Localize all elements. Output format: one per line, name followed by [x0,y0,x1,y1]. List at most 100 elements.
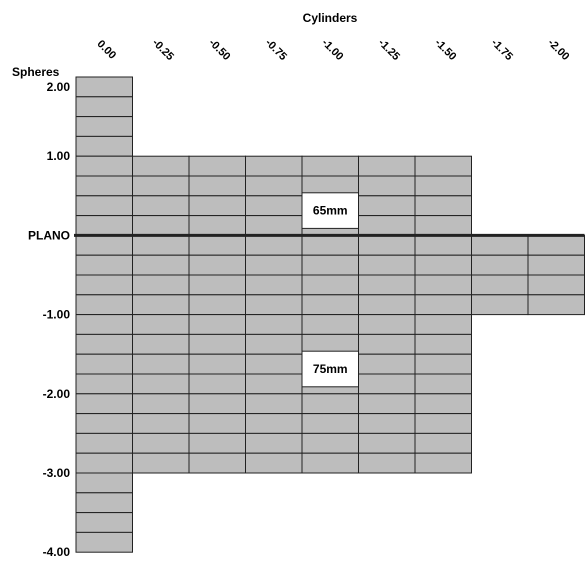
cylinder-label: -2.00 [545,37,571,63]
lens-cell [301,393,359,415]
lens-cell [75,373,133,395]
lens-cell [75,254,133,276]
lens-cell [75,452,133,474]
cylinder-label: 0.00 [95,38,119,62]
lens-cell [245,373,303,395]
lens-cell [188,452,246,474]
lens-cell [75,294,133,316]
lens-cell [245,413,303,434]
lens-cell [188,333,246,355]
lens-cell [358,432,416,454]
lens-cell [414,294,472,316]
lens-size-box [301,350,359,388]
lens-cell [471,294,529,316]
lens-cell [132,452,190,474]
lens-cell [301,413,359,434]
lens-cell [245,274,303,296]
lens-cell [188,254,246,276]
lens-cell [188,294,246,316]
lens-cell [471,234,529,256]
sphere-label: -2.00 [43,387,71,401]
lens-cell [245,432,303,454]
lens-cell [414,314,472,335]
lens-cell [471,254,529,276]
lens-size-box [301,192,359,229]
lens-cell [75,353,133,375]
lens-cell [188,393,246,415]
sphere-label: -1.00 [43,308,71,322]
lens-cell [188,234,246,256]
lens-cell [75,413,133,434]
lens-cell [245,393,303,415]
lens-cell [75,215,133,236]
lens-cell [358,195,416,217]
lens-cell [301,274,359,296]
lens-cell [188,175,246,197]
lens-cell [414,254,472,276]
lens-cell [132,254,190,276]
lens-cell [75,96,133,118]
spheres-axis-title: Spheres [12,65,60,79]
lens-cell [358,294,416,316]
cylinder-label: -0.50 [206,37,232,63]
lens-cell [527,234,585,256]
lens-cell [75,135,133,157]
lens-cell [132,155,190,177]
lens-cell [188,274,246,296]
lens-cell [132,413,190,434]
lens-cell [301,234,359,256]
lens-cell [75,76,133,98]
lens-cell [358,373,416,395]
lens-cell [75,175,133,197]
lens-cell [245,195,303,217]
cylinder-label: -1.75 [489,37,515,63]
lens-cell [414,155,472,177]
lens-cell [132,175,190,197]
lens-cell [358,274,416,296]
lens-cell [358,254,416,276]
lens-cell [75,155,133,177]
cylinders-axis-title: Cylinders [303,11,358,25]
lens-cell [358,175,416,197]
lens-cell [75,531,133,553]
cylinder-tick-labels: 0.00 -0.25 -0.50 -0.75 -1.00 -1.25 -1.50 -1.75 -… [95,37,572,63]
cylinder-label: -1.00 [319,37,345,63]
lens-cell [358,155,416,177]
sphere-label: -3.00 [43,466,71,480]
lens-cell [414,333,472,355]
lens-cell [188,195,246,217]
lens-cell [132,195,190,217]
lens-cell [75,333,133,355]
sphere-label: PLANO [28,228,70,242]
lens-cell [132,333,190,355]
lens-cell [414,215,472,236]
lens-cell [75,492,133,514]
lens-cell [414,432,472,454]
lens-cell [358,393,416,415]
lens-cell [414,274,472,296]
lens-cell [132,234,190,256]
lens-cell [301,294,359,316]
lens-cell [75,314,133,335]
lens-cell [188,155,246,177]
lens-cell [75,234,133,256]
sphere-tick-labels: 2.00 1.00 PLANO -1.00 -2.00 -3.00 -4.00 [28,80,70,559]
cylinder-label: -1.50 [432,37,458,63]
lens-cell [358,234,416,256]
cylinder-label: -1.25 [376,37,402,63]
lens-cell [414,393,472,415]
lens-cell [132,274,190,296]
lens-cell [188,432,246,454]
lens-cell [358,452,416,474]
grid-cells [75,76,585,553]
lens-cell [75,116,133,137]
lens-cell [358,333,416,355]
lens-cell [301,452,359,474]
lens-cell [75,432,133,454]
lens-cell [75,393,133,415]
lens-cell [527,274,585,296]
lens-cell [245,333,303,355]
lens-cell [245,452,303,474]
lens-cell [358,353,416,375]
